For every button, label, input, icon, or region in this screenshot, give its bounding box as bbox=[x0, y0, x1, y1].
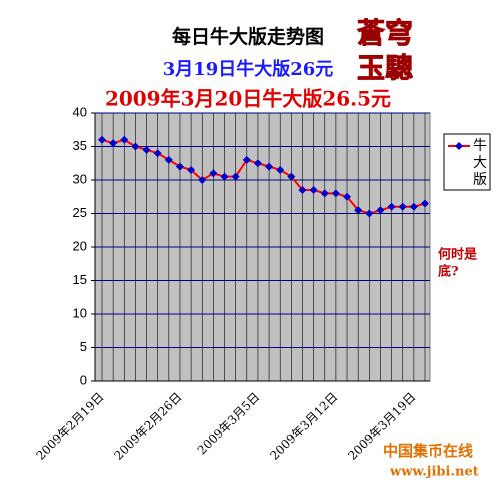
chart-subtitle: 2009年3月20日牛大版26.5元 bbox=[105, 87, 391, 111]
data-point bbox=[153, 149, 162, 158]
data-point bbox=[376, 206, 385, 215]
data-point bbox=[398, 202, 407, 211]
data-point bbox=[421, 199, 429, 208]
y-tick-label: 15 bbox=[73, 272, 87, 287]
data-point bbox=[120, 135, 129, 144]
data-point bbox=[320, 189, 329, 198]
annotation: 何时是 bbox=[438, 247, 478, 263]
legend-marker bbox=[455, 142, 463, 150]
data-point bbox=[298, 186, 307, 195]
legend bbox=[443, 133, 491, 191]
chart-title: 每日牛大版走势图 bbox=[172, 25, 324, 48]
data-point bbox=[331, 189, 340, 198]
data-point bbox=[109, 139, 118, 148]
data-point bbox=[209, 169, 218, 178]
data-point bbox=[287, 172, 296, 181]
data-point bbox=[365, 209, 374, 218]
data-point bbox=[354, 206, 363, 215]
y-tick-label: 30 bbox=[73, 171, 87, 186]
data-point bbox=[231, 172, 240, 181]
y-tick-label: 0 bbox=[80, 372, 87, 387]
data-point bbox=[309, 186, 318, 195]
logo: 玉驄 bbox=[357, 52, 413, 85]
data-point bbox=[265, 162, 274, 171]
data-point bbox=[131, 142, 140, 151]
y-tick-label: 25 bbox=[73, 205, 87, 220]
watermark: 中国集币在线 bbox=[383, 442, 473, 460]
data-point bbox=[253, 159, 262, 168]
legend-label: 牛大版 bbox=[473, 138, 487, 188]
data-point bbox=[198, 176, 207, 184]
data-point bbox=[164, 155, 173, 164]
data-point bbox=[409, 202, 418, 211]
data-point bbox=[220, 172, 229, 181]
data-point bbox=[387, 202, 396, 211]
data-point bbox=[187, 165, 196, 174]
annotation: 底? bbox=[438, 264, 459, 280]
y-tick-label: 40 bbox=[73, 104, 87, 119]
y-tick-label: 10 bbox=[73, 305, 87, 320]
logo: 蒼穹 bbox=[357, 17, 413, 50]
data-point bbox=[242, 155, 251, 164]
y-tick-label: 35 bbox=[73, 138, 87, 153]
data-point bbox=[276, 165, 285, 174]
data-point bbox=[98, 135, 106, 144]
data-point bbox=[142, 145, 151, 154]
watermark: www.jibi.net bbox=[389, 465, 479, 480]
data-point bbox=[175, 162, 184, 171]
y-tick-label: 20 bbox=[73, 238, 87, 253]
chart-subtitle: 3月19日牛大版26元 bbox=[163, 58, 334, 80]
data-point bbox=[343, 192, 352, 201]
y-tick-label: 5 bbox=[80, 339, 87, 354]
